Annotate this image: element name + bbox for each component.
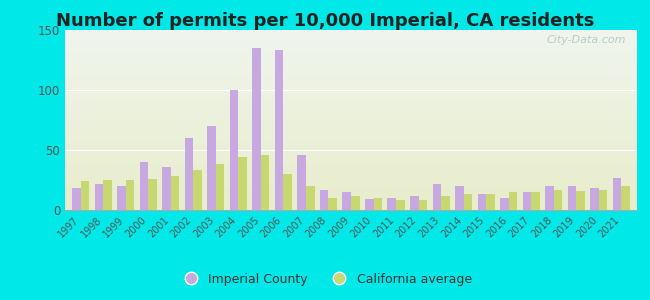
Bar — [207, 126, 216, 210]
Bar — [306, 186, 315, 210]
Bar — [387, 198, 396, 210]
Bar — [441, 196, 450, 210]
Bar — [320, 190, 328, 210]
Bar — [72, 188, 81, 210]
Bar — [117, 186, 126, 210]
Bar — [455, 186, 463, 210]
Bar — [554, 190, 562, 210]
Bar — [463, 194, 472, 210]
Text: City-Data.com: City-Data.com — [546, 35, 625, 45]
Bar — [252, 48, 261, 210]
Bar — [599, 190, 607, 210]
Bar — [283, 174, 292, 210]
Bar — [374, 198, 382, 210]
Bar — [261, 155, 270, 210]
Bar — [148, 179, 157, 210]
Bar — [523, 192, 531, 210]
Bar — [419, 200, 427, 210]
Bar — [365, 199, 374, 210]
Bar — [576, 191, 585, 210]
Bar — [621, 186, 630, 210]
Bar — [140, 162, 148, 210]
Bar — [590, 188, 599, 210]
Bar — [95, 184, 103, 210]
Text: Number of permits per 10,000 Imperial, CA residents: Number of permits per 10,000 Imperial, C… — [56, 12, 594, 30]
Bar — [162, 167, 171, 210]
Bar — [396, 200, 404, 210]
Bar — [545, 186, 554, 210]
Bar — [193, 170, 202, 210]
Bar — [239, 157, 247, 210]
Bar — [275, 50, 283, 210]
Bar — [298, 155, 306, 210]
Bar — [351, 196, 359, 210]
Bar — [230, 90, 239, 210]
Bar — [531, 192, 540, 210]
Bar — [185, 138, 193, 210]
Bar — [509, 192, 517, 210]
Bar — [486, 194, 495, 210]
Bar — [171, 176, 179, 210]
Bar — [328, 198, 337, 210]
Bar — [81, 181, 89, 210]
Bar — [103, 180, 112, 210]
Bar — [613, 178, 621, 210]
Bar — [410, 196, 419, 210]
Bar — [567, 186, 576, 210]
Bar — [500, 198, 509, 210]
Bar — [432, 184, 441, 210]
Legend: Imperial County, California average: Imperial County, California average — [174, 268, 476, 291]
Bar — [343, 192, 351, 210]
Bar — [478, 194, 486, 210]
Bar — [216, 164, 224, 210]
Bar — [126, 180, 135, 210]
